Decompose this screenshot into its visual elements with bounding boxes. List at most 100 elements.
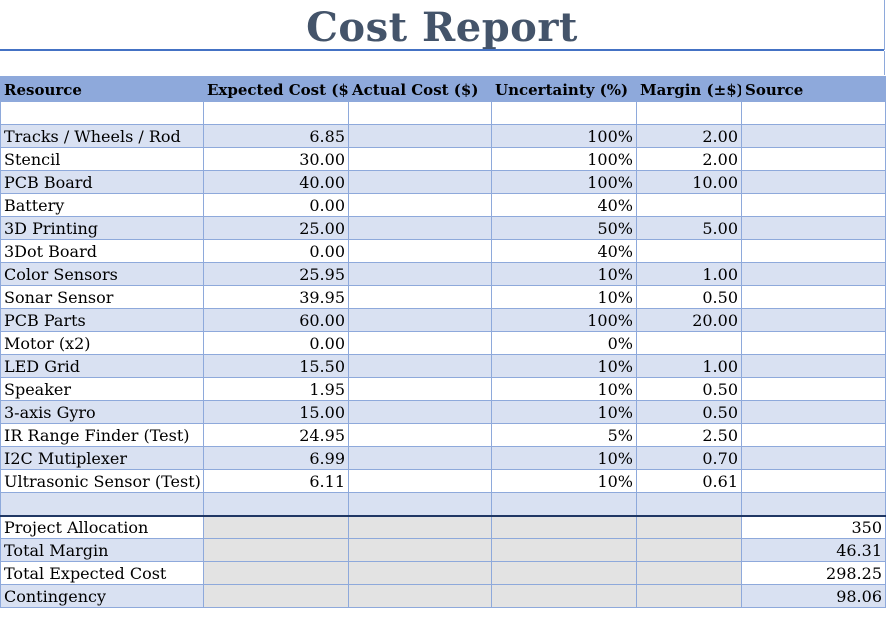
summary-value[interactable]: 298.25	[741, 561, 886, 585]
summary-blank-cell[interactable]	[348, 514, 492, 539]
expected-cost-cell[interactable]: 39.95	[203, 285, 349, 309]
margin-cell[interactable]: 0.70	[636, 446, 742, 470]
summary-blank-cell[interactable]	[203, 538, 349, 562]
actual-cost-cell[interactable]	[348, 193, 492, 217]
actual-cost-cell[interactable]	[348, 147, 492, 171]
resource-cell[interactable]	[0, 492, 204, 516]
header-resource[interactable]: Resource	[0, 76, 204, 102]
actual-cost-cell[interactable]	[348, 377, 492, 401]
expected-cost-cell[interactable]	[203, 101, 349, 125]
uncertainty-cell[interactable]: 10%	[491, 285, 637, 309]
header-margin[interactable]: Margin (±$)	[636, 76, 742, 102]
resource-cell[interactable]: Motor (x2)	[0, 331, 204, 355]
uncertainty-cell[interactable]: 40%	[491, 239, 637, 263]
expected-cost-cell[interactable]: 15.00	[203, 400, 349, 424]
source-cell[interactable]	[741, 492, 886, 516]
summary-blank-cell[interactable]	[203, 584, 349, 608]
uncertainty-cell[interactable]: 100%	[491, 308, 637, 332]
uncertainty-cell[interactable]: 10%	[491, 469, 637, 493]
summary-label[interactable]: Total Expected Cost	[0, 561, 204, 585]
uncertainty-cell[interactable]: 0%	[491, 331, 637, 355]
margin-cell[interactable]	[636, 492, 742, 516]
resource-cell[interactable]: 3Dot Board	[0, 239, 204, 263]
summary-blank-cell[interactable]	[203, 561, 349, 585]
summary-blank-cell[interactable]	[491, 514, 637, 539]
expected-cost-cell[interactable]: 30.00	[203, 147, 349, 171]
margin-cell[interactable]	[636, 101, 742, 125]
margin-cell[interactable]: 0.61	[636, 469, 742, 493]
summary-blank-cell[interactable]	[348, 561, 492, 585]
actual-cost-cell[interactable]	[348, 285, 492, 309]
uncertainty-cell[interactable]: 100%	[491, 124, 637, 148]
summary-blank-cell[interactable]	[348, 538, 492, 562]
source-cell[interactable]	[741, 423, 886, 447]
margin-cell[interactable]: 2.00	[636, 147, 742, 171]
resource-cell[interactable]: Ultrasonic Sensor (Test)	[0, 469, 204, 493]
uncertainty-cell[interactable]: 10%	[491, 400, 637, 424]
actual-cost-cell[interactable]	[348, 170, 492, 194]
actual-cost-cell[interactable]	[348, 124, 492, 148]
expected-cost-cell[interactable]: 24.95	[203, 423, 349, 447]
header-actual-cost[interactable]: Actual Cost ($)	[348, 76, 492, 102]
uncertainty-cell[interactable]	[491, 492, 637, 516]
resource-cell[interactable]: IR Range Finder (Test)	[0, 423, 204, 447]
summary-value[interactable]: 98.06	[741, 584, 886, 608]
source-cell[interactable]	[741, 308, 886, 332]
source-cell[interactable]	[741, 124, 886, 148]
margin-cell[interactable]	[636, 193, 742, 217]
source-cell[interactable]	[741, 216, 886, 240]
actual-cost-cell[interactable]	[348, 101, 492, 125]
summary-blank-cell[interactable]	[491, 584, 637, 608]
expected-cost-cell[interactable]: 6.99	[203, 446, 349, 470]
margin-cell[interactable]	[636, 331, 742, 355]
summary-blank-cell[interactable]	[203, 514, 349, 539]
resource-cell[interactable]: Color Sensors	[0, 262, 204, 286]
summary-blank-cell[interactable]	[636, 561, 742, 585]
resource-cell[interactable]	[0, 101, 204, 125]
source-cell[interactable]	[741, 400, 886, 424]
expected-cost-cell[interactable]: 25.95	[203, 262, 349, 286]
summary-blank-cell[interactable]	[636, 584, 742, 608]
actual-cost-cell[interactable]	[348, 216, 492, 240]
resource-cell[interactable]: Tracks / Wheels / Rod	[0, 124, 204, 148]
expected-cost-cell[interactable]: 0.00	[203, 239, 349, 263]
actual-cost-cell[interactable]	[348, 446, 492, 470]
uncertainty-cell[interactable]: 40%	[491, 193, 637, 217]
margin-cell[interactable]: 10.00	[636, 170, 742, 194]
margin-cell[interactable]	[636, 239, 742, 263]
margin-cell[interactable]: 0.50	[636, 377, 742, 401]
source-cell[interactable]	[741, 446, 886, 470]
resource-cell[interactable]: Stencil	[0, 147, 204, 171]
header-expected-cost[interactable]: Expected Cost ($)	[203, 76, 349, 102]
uncertainty-cell[interactable]: 50%	[491, 216, 637, 240]
actual-cost-cell[interactable]	[348, 492, 492, 516]
summary-value[interactable]: 350	[741, 514, 886, 539]
margin-cell[interactable]: 0.50	[636, 400, 742, 424]
source-cell[interactable]	[741, 354, 886, 378]
margin-cell[interactable]: 1.00	[636, 354, 742, 378]
actual-cost-cell[interactable]	[348, 239, 492, 263]
source-cell[interactable]	[741, 377, 886, 401]
actual-cost-cell[interactable]	[348, 400, 492, 424]
blank-row[interactable]	[0, 51, 885, 75]
summary-blank-cell[interactable]	[491, 538, 637, 562]
source-cell[interactable]	[741, 170, 886, 194]
uncertainty-cell[interactable]: 10%	[491, 446, 637, 470]
expected-cost-cell[interactable]: 0.00	[203, 331, 349, 355]
margin-cell[interactable]: 1.00	[636, 262, 742, 286]
expected-cost-cell[interactable]: 60.00	[203, 308, 349, 332]
source-cell[interactable]	[741, 262, 886, 286]
source-cell[interactable]	[741, 239, 886, 263]
uncertainty-cell[interactable]: 10%	[491, 377, 637, 401]
actual-cost-cell[interactable]	[348, 308, 492, 332]
expected-cost-cell[interactable]	[203, 492, 349, 516]
uncertainty-cell[interactable]: 100%	[491, 147, 637, 171]
actual-cost-cell[interactable]	[348, 331, 492, 355]
source-cell[interactable]	[741, 193, 886, 217]
expected-cost-cell[interactable]: 40.00	[203, 170, 349, 194]
resource-cell[interactable]: Battery	[0, 193, 204, 217]
margin-cell[interactable]: 2.00	[636, 124, 742, 148]
source-cell[interactable]	[741, 331, 886, 355]
source-cell[interactable]	[741, 469, 886, 493]
margin-cell[interactable]: 20.00	[636, 308, 742, 332]
